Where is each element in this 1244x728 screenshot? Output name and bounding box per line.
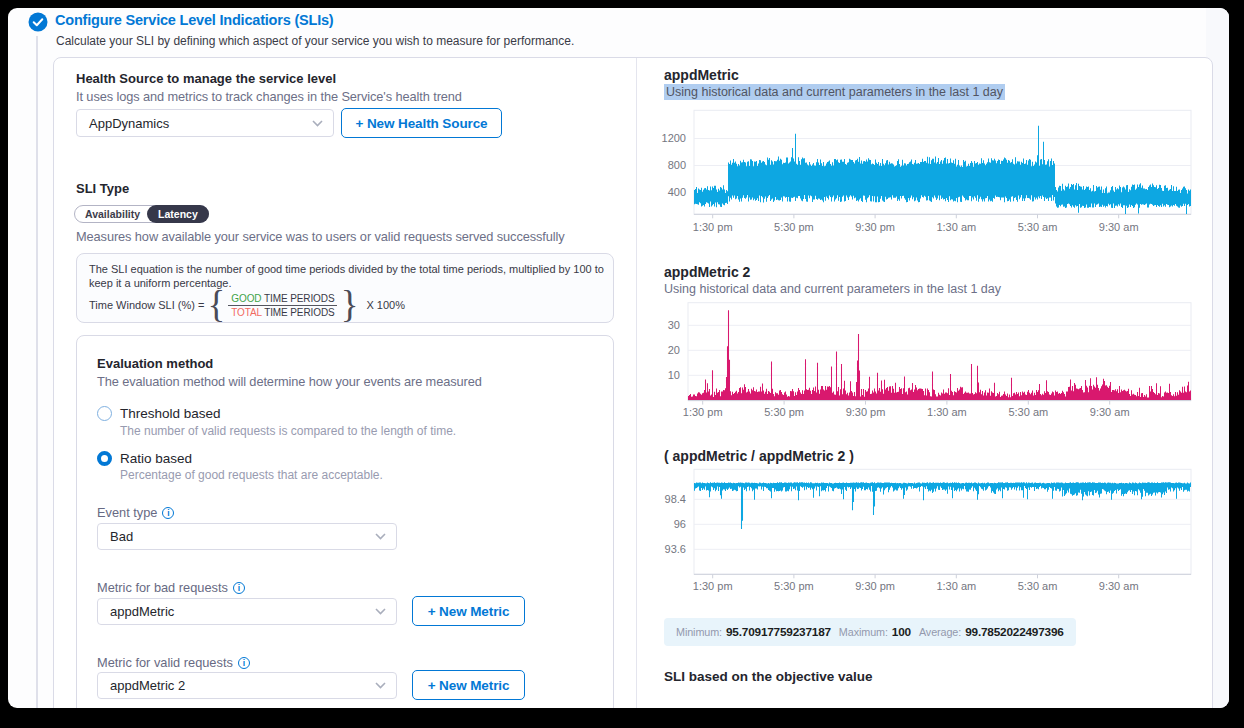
health-source-select[interactable]: AppDynamics [76, 109, 334, 137]
y-tick-label: 400 [668, 186, 686, 198]
x-tick-label: 5:30 pm [774, 580, 814, 592]
x-tick-label: 1:30 pm [683, 406, 723, 418]
evaluation-method-title: Evaluation method [97, 356, 213, 371]
x-tick-label: 9:30 am [1090, 406, 1130, 418]
page-title: Configure Service Level Indicatiors (SLI… [55, 12, 333, 28]
metric-bad-label: Metric for bad requestsi [97, 580, 245, 595]
health-source-label: Health Source to manage the service leve… [76, 71, 336, 86]
left-brace: { [207, 290, 225, 320]
sli-stats-bar: Minimum: 95.70917759237187 Maximum: 100 … [664, 618, 1076, 646]
step-indicator-line [36, 36, 38, 708]
x-tick-label: 9:30 pm [855, 580, 895, 592]
metric-valid-select[interactable]: appdMetric 2 [97, 672, 397, 699]
x-tick-label: 1:30 pm [693, 221, 733, 233]
plot-border [688, 303, 1191, 401]
y-tick-label: 800 [668, 159, 686, 171]
new-metric-button-valid[interactable]: + New Metric [412, 670, 525, 700]
ratio-based-radio[interactable] [97, 451, 112, 466]
threshold-based-label: Threshold based [120, 406, 221, 421]
threshold-based-radio[interactable] [97, 406, 112, 421]
y-tick-label: 20 [668, 344, 680, 356]
health-source-description: It uses logs and metrics to track change… [76, 89, 462, 104]
chevron-down-icon [375, 682, 386, 689]
ratio-based-label: Ratio based [120, 451, 192, 466]
slo-configuration-page: Configure Service Level Indicatiors (SLI… [8, 8, 1229, 708]
column-divider [636, 58, 637, 708]
y-tick-label: 93.6 [665, 543, 686, 555]
x-tick-label: 1:30 am [936, 221, 976, 233]
chart-2: 30 20 10 1:30 pm 5:30 pm 9:30 pm 1:30 am 5:30 a… [668, 303, 1191, 418]
x-tick-label: 9:30 pm [846, 406, 886, 418]
info-icon[interactable]: i [233, 582, 245, 594]
chart-1: 1200 800 400 1:30 pm 5:30 pm 9:30 pm 1:30 am 5:… [662, 110, 1191, 233]
new-metric-button-bad[interactable]: + New Metric [412, 596, 525, 626]
x-tick-label: 9:30 am [1099, 221, 1139, 233]
x-tick-label: 5:30 am [1018, 221, 1058, 233]
chart-series [689, 310, 1191, 400]
sli-type-description: Measures how available your service was … [76, 229, 565, 244]
x-tick-label: 9:30 am [1099, 580, 1139, 592]
event-type-select[interactable]: Bad [97, 523, 397, 550]
sli-type-option-availability[interactable]: Availability [75, 208, 148, 220]
sli-type-toggle[interactable]: Availability Latency [74, 205, 209, 223]
metric-valid-label: Metric for valid requestsi [97, 655, 250, 670]
right-brace: } [341, 290, 359, 320]
x-tick-label: 5:30 pm [774, 221, 814, 233]
sli-objective-label: SLI based on the objective value [664, 669, 873, 684]
evaluation-method-box: Evaluation method The evaluation method … [76, 335, 614, 708]
chart1-subtitle: Using historical data and current parame… [664, 85, 1005, 99]
y-tick-label: 10 [668, 369, 680, 381]
metric-charts: 1200 800 400 1:30 pm 5:30 pm 9:30 pm 1:30 am 5:… [641, 101, 1197, 605]
health-source-value: AppDynamics [89, 116, 169, 131]
ratio-based-description: Percentage of good requests that are acc… [120, 468, 383, 482]
chart-series [695, 126, 1191, 214]
x-tick-label: 5:30 am [1018, 580, 1058, 592]
y-tick-label: 98.4 [665, 493, 686, 505]
chevron-down-icon [375, 608, 386, 615]
chart-series [695, 482, 1191, 529]
info-icon[interactable]: i [162, 507, 174, 519]
page-subtitle: Calculate your SLI by defining which asp… [56, 34, 574, 48]
info-icon[interactable]: i [238, 657, 250, 669]
step-complete-check-icon [28, 12, 48, 32]
x-tick-label: 5:30 pm [764, 406, 804, 418]
new-health-source-button[interactable]: + New Health Source [341, 108, 502, 138]
chart1-title: appdMetric [664, 67, 739, 83]
threshold-based-description: The number of valid requests is compared… [120, 424, 456, 438]
x-tick-label: 1:30 pm [693, 580, 733, 592]
y-tick-label: 96 [674, 518, 686, 530]
sli-equation-box: The SLI equation is the number of good t… [76, 253, 614, 323]
metric-bad-select[interactable]: appdMetric [97, 598, 397, 625]
chevron-down-icon [312, 120, 323, 127]
sli-type-label: SLI Type [76, 181, 129, 196]
x-tick-label: 5:30 am [1008, 406, 1048, 418]
evaluation-method-description: The evaluation method will determine how… [97, 374, 482, 389]
sli-config-card: Health Source to manage the service leve… [53, 57, 1213, 708]
chart-3: 98.4 96 93.6 1:30 pm 5:30 pm 9:30 pm 1:30 am 5:… [665, 469, 1191, 592]
equation-fraction: GOOD TIME PERIODS TOTAL TIME PERIODS [228, 293, 337, 318]
sli-equation-formula: Time Window SLI (%) = { GOOD TIME PERIOD… [89, 292, 601, 320]
y-tick-label: 1200 [662, 132, 686, 144]
sli-type-option-latency[interactable]: Latency [147, 205, 209, 223]
x-tick-label: 1:30 am [927, 406, 967, 418]
x-tick-label: 1:30 am [936, 580, 976, 592]
event-type-label: Event typei [97, 505, 174, 520]
y-tick-label: 30 [668, 319, 680, 331]
chevron-down-icon [375, 533, 386, 540]
x-tick-label: 9:30 pm [855, 221, 895, 233]
